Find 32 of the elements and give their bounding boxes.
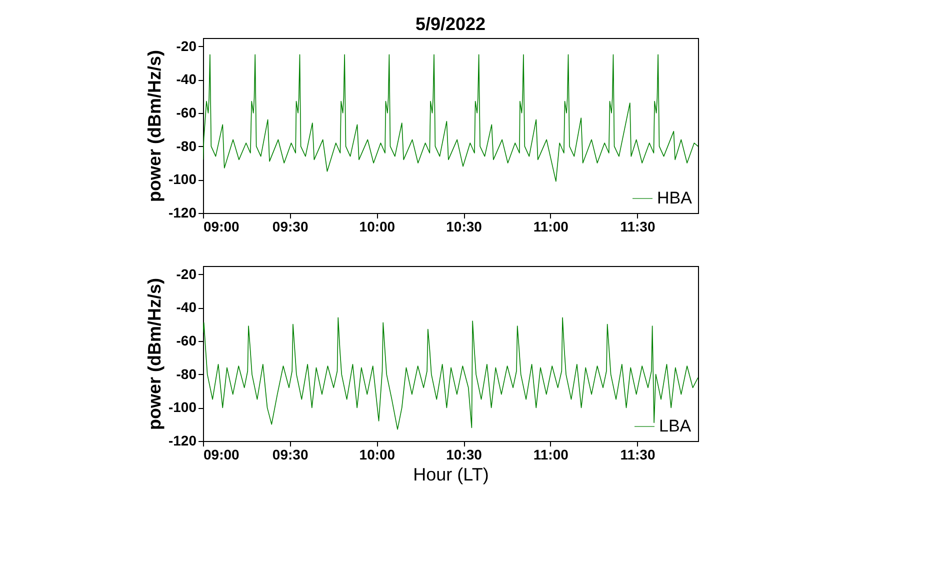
y-tick-label: -100	[168, 399, 197, 416]
y-tick-label: -100	[168, 171, 197, 188]
y-tick-label: -80	[176, 138, 197, 154]
x-tick-label: 10:30	[446, 218, 482, 234]
y-axis-title: power (dBm/Hz/s)	[144, 50, 164, 202]
x-tick-label: 09:30	[272, 446, 308, 462]
x-tick-label: 11:30	[620, 446, 656, 462]
y-tick-label: -20	[176, 38, 197, 54]
y-axis-title: power (dBm/Hz/s)	[144, 278, 164, 430]
legend-label: HBA	[657, 188, 693, 208]
x-axis-title: Hour (LT)	[413, 464, 489, 484]
x-tick-label: 11:00	[533, 218, 569, 234]
chart-title: 5/9/2022	[415, 14, 486, 34]
y-tick-label: -120	[168, 204, 197, 220]
y-tick-label: -60	[176, 332, 197, 348]
y-tick-label: -40	[176, 299, 197, 316]
x-tick-label: 09:00	[204, 446, 240, 462]
x-tick-label: 09:00	[204, 218, 240, 234]
y-tick-label: -120	[168, 432, 197, 448]
x-tick-label: 10:00	[359, 446, 396, 462]
x-tick-label: 10:30	[446, 446, 482, 462]
y-tick-label: -40	[176, 71, 197, 88]
y-tick-label: -60	[176, 104, 197, 120]
x-tick-label: 11:30	[620, 218, 656, 234]
y-tick-label: -20	[176, 266, 197, 282]
x-tick-label: 11:00	[533, 446, 569, 462]
legend-label: LBA	[659, 416, 692, 436]
x-tick-label: 09:30	[272, 218, 308, 234]
line-series	[203, 317, 698, 430]
x-tick-label: 10:00	[359, 218, 396, 234]
line-series	[203, 54, 698, 182]
y-tick-label: -80	[176, 366, 197, 382]
